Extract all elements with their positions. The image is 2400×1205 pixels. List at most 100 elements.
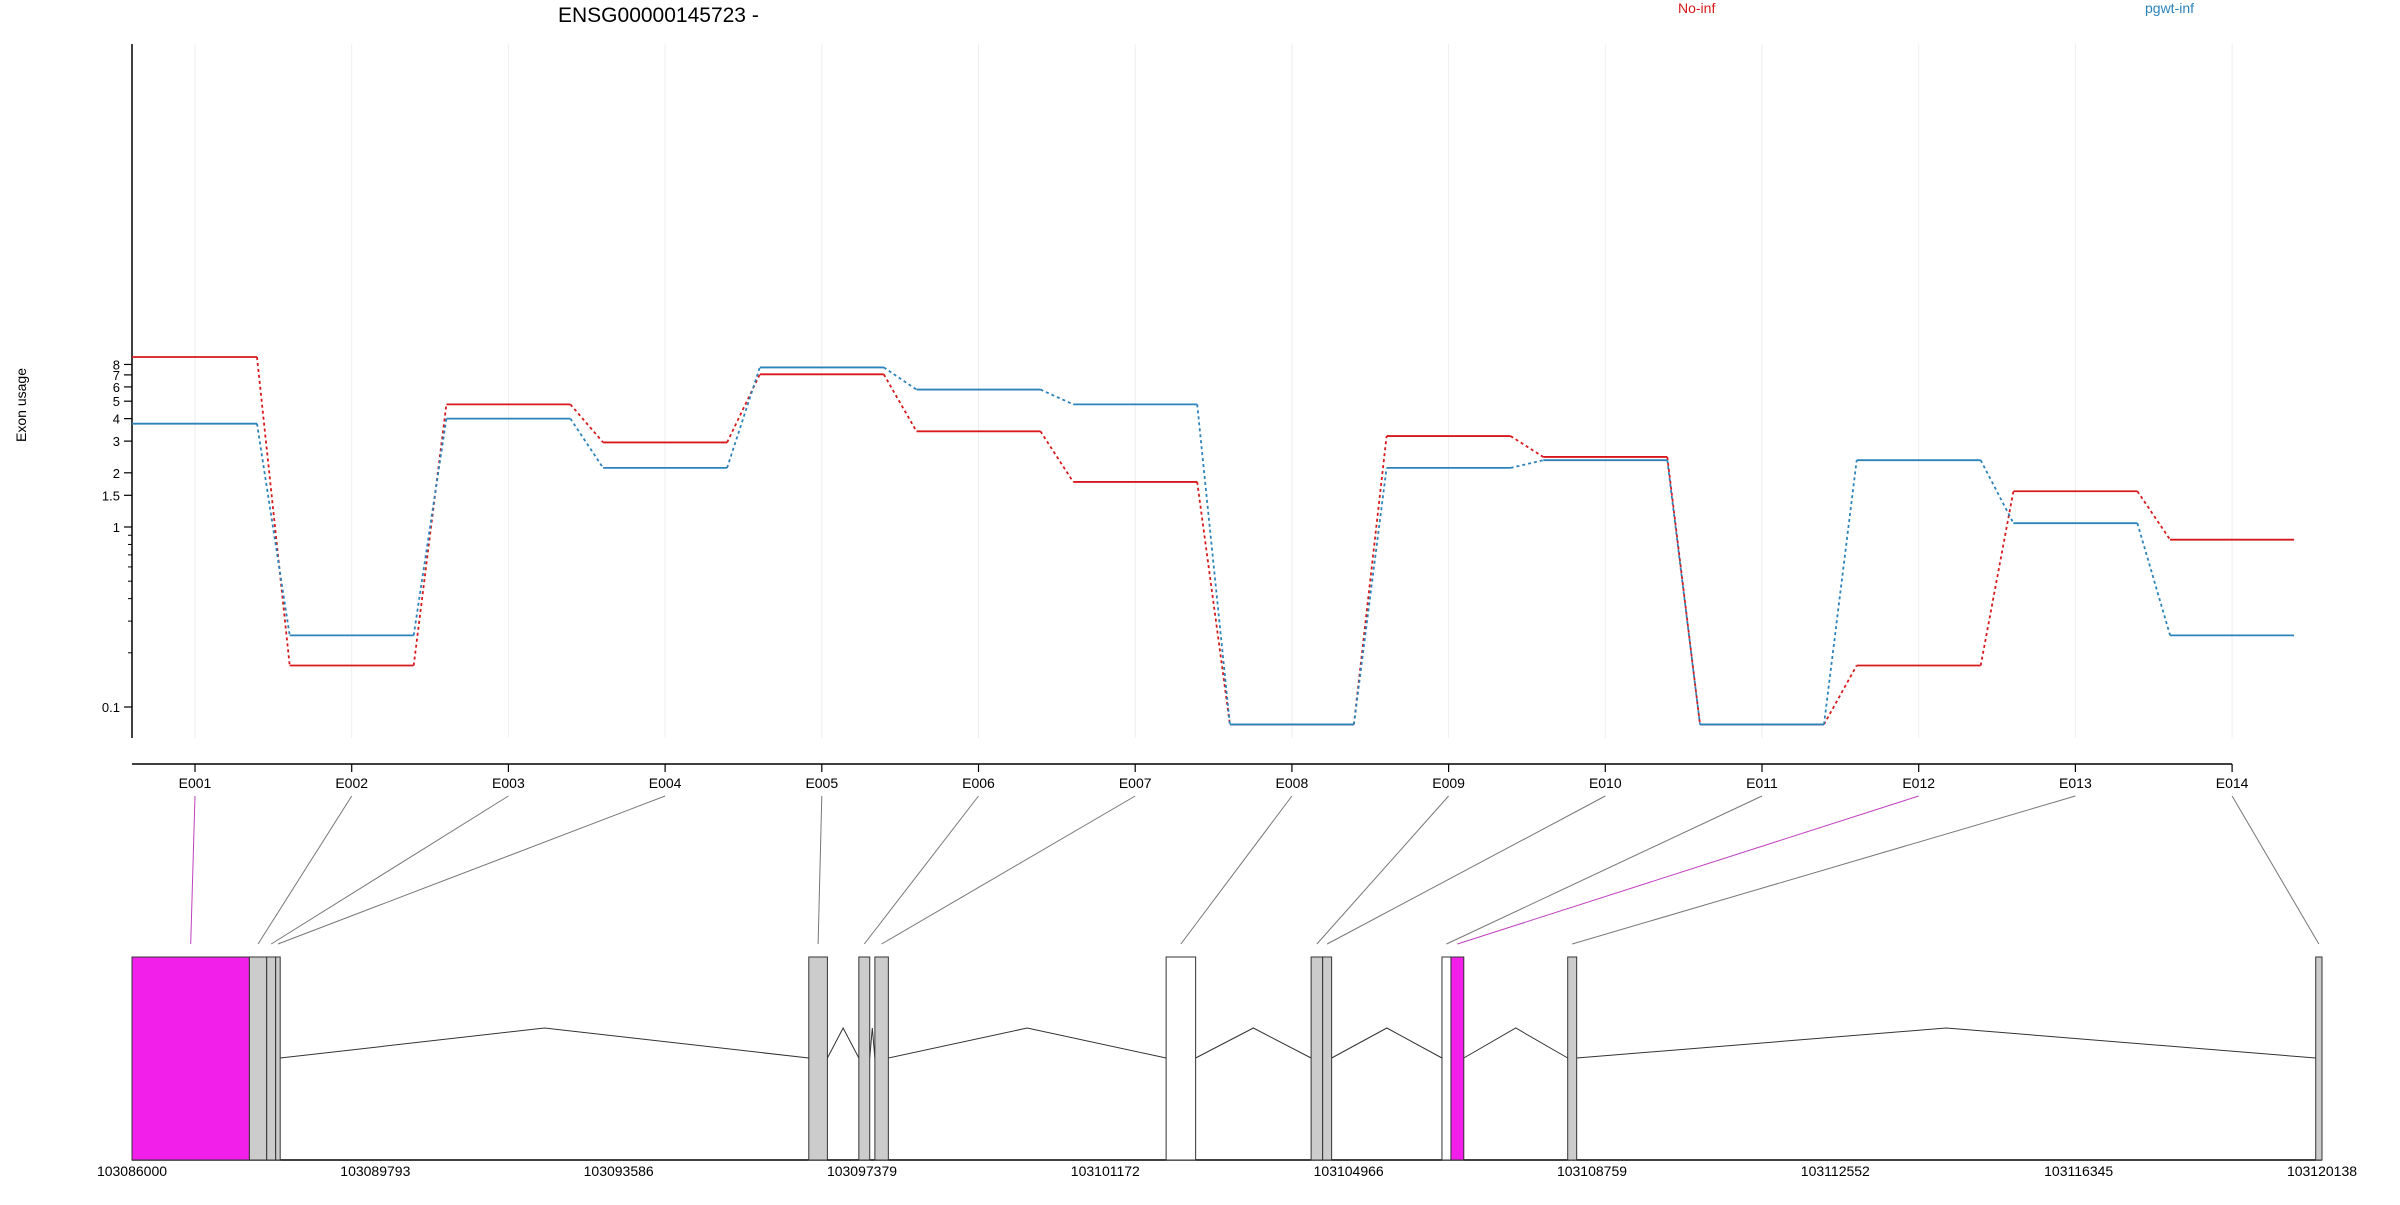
intron	[869, 1027, 876, 1059]
exon-box-e008	[1165, 956, 1197, 1161]
exon-box-e003	[266, 956, 277, 1161]
connector-e004	[277, 795, 666, 945]
exon-label-e006: E006	[962, 775, 995, 791]
series-transition	[1353, 467, 1388, 725]
y-tick-label: 1.5	[102, 488, 120, 503]
chart-title: ENSG00000145723 -	[558, 4, 759, 27]
y-tick-label: 6	[113, 380, 120, 395]
y-tick-label: 8	[113, 357, 120, 372]
exon-connectors	[190, 795, 2320, 945]
connector-e005	[817, 795, 823, 945]
series-transition	[2136, 490, 2171, 541]
series-transition	[1823, 665, 1858, 725]
series-transition	[2136, 522, 2171, 636]
series-transition	[412, 418, 448, 636]
connector-e001	[190, 795, 196, 945]
series-transition	[883, 366, 918, 391]
exon-label-e008: E008	[1276, 775, 1309, 791]
series-lines	[132, 356, 2295, 726]
coordinate-tick-label: 103120138	[2287, 1163, 2357, 1179]
exon-label-e009: E009	[1432, 775, 1465, 791]
series-pgwt-inf	[132, 366, 2295, 726]
exon-box-e010	[1322, 956, 1333, 1161]
connector-e007	[881, 795, 1136, 945]
intron	[1195, 1027, 1312, 1059]
series-transition	[1979, 491, 2015, 666]
exon-box-e007	[874, 956, 889, 1161]
coordinate-tick-label: 103104966	[1314, 1163, 1384, 1179]
exon-box-e009	[1310, 956, 1324, 1161]
legend-entry-pgwt-inf: pgwt-inf	[2145, 0, 2194, 16]
exon-label-e011: E011	[1746, 775, 1778, 791]
coordinate-tick-label: 103089793	[340, 1163, 410, 1179]
connector-e014	[2231, 795, 2320, 945]
series-transition	[1039, 430, 1074, 483]
intron	[280, 1027, 809, 1059]
connector-e003	[270, 795, 509, 945]
exon-box-e012	[1450, 956, 1465, 1161]
series-transition	[1823, 460, 1858, 725]
series-transition	[569, 403, 604, 444]
coordinate-tick-label: 103086000	[97, 1163, 167, 1179]
intron	[826, 1026, 860, 1059]
connector-e009	[1316, 795, 1449, 945]
coordinate-tick-label: 103093586	[584, 1163, 654, 1179]
exon-label-e005: E005	[805, 775, 838, 791]
series-transition	[1510, 459, 1544, 469]
y-tick-label: 7	[113, 368, 120, 383]
intron	[1576, 1027, 2316, 1059]
coordinate-tick-label: 103112552	[1801, 1163, 1870, 1179]
series-transition	[1040, 388, 1074, 406]
intron	[1331, 1027, 1443, 1059]
exon-box-e014	[2315, 956, 2323, 1161]
connector-e010	[1326, 795, 1606, 945]
exon-box-e011	[1441, 956, 1452, 1161]
series-no-inf	[132, 356, 2295, 726]
series-transition	[569, 418, 604, 469]
series-transition	[1979, 459, 2015, 524]
series-transition	[1510, 435, 1544, 458]
exon-label-e014: E014	[2216, 775, 2249, 791]
connector-e006	[863, 795, 979, 945]
gene-model: 103086000 103089793 103093586 103097379 1031…	[97, 956, 2357, 1179]
exon-box-e002	[248, 956, 268, 1161]
exon-box-e013	[1567, 956, 1578, 1161]
exon-box-e004	[275, 956, 281, 1161]
connector-e011	[1446, 795, 1763, 945]
exon-label-e002: E002	[335, 775, 368, 791]
y-tick-label: 1	[113, 520, 120, 535]
exon-label-e003: E003	[492, 775, 525, 791]
exon-label-e001: E001	[179, 775, 212, 791]
legend-entry-no-inf: No-inf	[1678, 0, 1715, 16]
series-transition	[1196, 481, 1231, 725]
exon-label-e007: E007	[1119, 775, 1152, 791]
exon-label-e004: E004	[649, 775, 682, 791]
series-transition	[1666, 460, 1701, 725]
y-tick-label: 4	[113, 412, 120, 427]
grid-lines	[194, 44, 2233, 738]
series-transition	[883, 373, 918, 432]
connector-e008	[1180, 795, 1293, 945]
intron	[888, 1027, 1167, 1059]
y-axis-label: Exon usage	[13, 368, 29, 442]
coordinate-tick-label: 103097379	[827, 1163, 897, 1179]
series-transition	[412, 404, 448, 666]
exon-box-e006	[858, 956, 871, 1161]
exon-label-e012: E012	[1902, 775, 1935, 791]
connector-e002	[257, 795, 353, 945]
connector-e013	[1572, 795, 2076, 945]
y-tick-label: 3	[113, 434, 120, 449]
series-transition	[256, 423, 291, 636]
exon-label-e013: E013	[2059, 775, 2092, 791]
series-transition	[1666, 456, 1701, 725]
exon-box-e005	[808, 956, 828, 1161]
series-transition	[1196, 404, 1231, 725]
series-transition	[256, 356, 291, 666]
exon-box-e001	[131, 956, 250, 1161]
coordinate-tick-label: 103108759	[1557, 1163, 1627, 1179]
y-tick-label: 5	[113, 394, 120, 409]
y-tick-label: 2	[113, 466, 120, 481]
